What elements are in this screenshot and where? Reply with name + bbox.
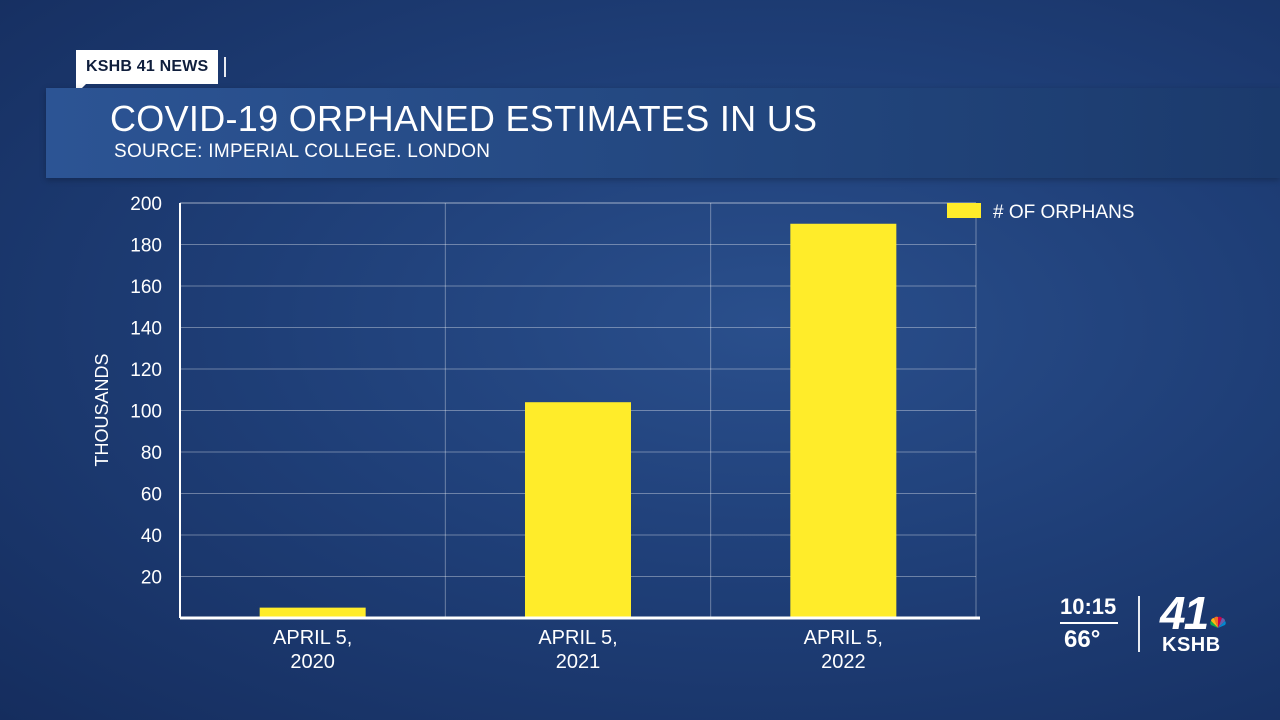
chart-source: SOURCE: IMPERIAL COLLEGE. LONDON [114, 141, 491, 162]
logo-divider [1138, 596, 1140, 652]
y-tick-label: 20 [141, 568, 162, 589]
station-bug-divider [224, 57, 227, 77]
y-tick-label: 100 [130, 402, 162, 423]
station-bug: KSHB 41 NEWS [76, 50, 227, 94]
y-tick-label: 160 [130, 277, 162, 298]
y-tick-label: 80 [141, 443, 162, 464]
title-band: COVID-19 ORPHANED ESTIMATES IN US SOURCE… [46, 88, 1280, 178]
call-letters: KSHB [1162, 634, 1221, 656]
y-tick-label: 40 [141, 526, 162, 547]
station-bug-label: KSHB 41 NEWS [76, 50, 219, 94]
y-tick-label: 140 [130, 319, 162, 340]
channel-number-logo: 41 [1160, 587, 1209, 639]
legend-label: # OF ORPHANS [993, 202, 1134, 223]
clock-time: 10:15 [1060, 594, 1117, 619]
bar-1 [259, 607, 366, 618]
y-tick-label: 60 [141, 485, 162, 506]
y-tick-label: 120 [130, 360, 162, 381]
y-axis-title: THOUSANDS [92, 353, 112, 466]
temperature: 66° [1064, 626, 1101, 653]
legend-swatch [947, 203, 981, 218]
y-tick-label: 180 [130, 236, 162, 257]
x-tick-label: APRIL 5, 2020 [273, 627, 352, 673]
clock-divider-line [1060, 622, 1118, 624]
x-tick-label: APRIL 5, 2022 [804, 627, 883, 673]
y-tick-label: 200 [130, 194, 162, 215]
chart-title: COVID-19 ORPHANED ESTIMATES IN US [110, 98, 818, 139]
x-tick-label: APRIL 5, 2021 [538, 627, 617, 673]
bar-3 [790, 223, 897, 618]
bar-2 [525, 402, 631, 618]
clock-weather-widget: 10:15 66° 41 KSHB [1052, 587, 1232, 668]
peacock-icon [1210, 616, 1226, 628]
